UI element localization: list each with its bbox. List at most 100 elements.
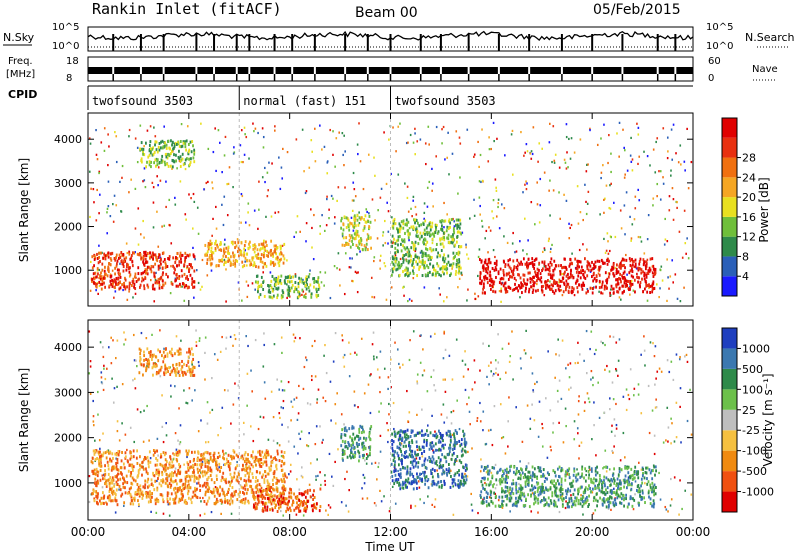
echo-cell — [255, 274, 258, 278]
echo-cell — [280, 464, 283, 468]
echo-cell — [275, 464, 277, 468]
echo-cell — [200, 458, 203, 462]
echo-cell — [438, 273, 441, 277]
scatter-cell — [222, 223, 225, 227]
echo-cell — [181, 152, 184, 156]
echo-cell — [231, 242, 234, 246]
echo-cell — [179, 164, 182, 168]
echo-cell — [222, 456, 224, 460]
echo-cell — [157, 477, 159, 481]
echo-cell — [448, 263, 451, 267]
echo-cell — [340, 216, 343, 220]
echo-cell — [241, 501, 244, 505]
scatter-cell — [480, 180, 482, 184]
echo-cell — [188, 449, 190, 453]
scatter-cell — [416, 448, 419, 452]
echo-cell — [257, 256, 260, 260]
echo-cell — [244, 468, 247, 472]
echo-cell — [118, 484, 121, 488]
echo-cell — [432, 264, 435, 268]
echo-cell — [618, 276, 620, 280]
scatter-cell — [244, 260, 246, 263]
echo-cell — [254, 479, 257, 483]
echo-cell — [174, 470, 176, 474]
scatter-cell — [212, 217, 214, 220]
scatter-cell — [228, 166, 231, 169]
scatter-cell — [658, 367, 661, 370]
echo-cell — [136, 449, 139, 453]
echo-cell — [482, 286, 485, 290]
echo-cell — [317, 287, 320, 291]
echo-cell — [609, 291, 612, 295]
cpid-segment-label: normal (fast) 151 — [243, 94, 366, 108]
echo-cell — [202, 454, 205, 458]
echo-cell — [637, 268, 640, 272]
echo-cell — [274, 277, 276, 281]
scatter-cell — [501, 347, 504, 350]
scatter-cell — [134, 292, 137, 295]
echo-cell — [122, 265, 125, 269]
scatter-cell — [629, 154, 632, 157]
echo-cell — [244, 256, 247, 260]
echo-cell — [281, 459, 283, 463]
echo-cell — [450, 218, 453, 222]
scatter-cell — [568, 222, 570, 225]
scatter-cell — [225, 347, 227, 350]
scatter-cell — [90, 260, 92, 264]
scatter-cell — [523, 154, 525, 157]
scatter-cell — [609, 407, 611, 411]
scatter-cell — [248, 224, 251, 227]
echo-cell — [191, 495, 194, 499]
echo-cell — [115, 256, 117, 260]
echo-cell — [435, 225, 437, 229]
scatter-cell — [474, 292, 476, 295]
echo-cell — [102, 477, 104, 481]
echo-cell — [212, 459, 214, 463]
scatter-cell — [451, 433, 454, 436]
echo-cell — [266, 479, 269, 483]
echo-cell — [233, 471, 236, 475]
scatter-cell — [382, 244, 384, 247]
echo-cell — [563, 272, 565, 276]
echo-cell — [363, 225, 366, 229]
echo-cell — [166, 491, 169, 495]
echo-cell — [393, 264, 396, 268]
scatter-cell — [124, 433, 127, 436]
scatter-cell — [488, 148, 491, 151]
scatter-cell — [538, 142, 541, 145]
echo-cell — [252, 475, 254, 479]
echo-cell — [439, 267, 442, 271]
scatter-cell — [586, 392, 589, 395]
echo-cell — [652, 274, 655, 278]
echo-cell — [277, 275, 280, 279]
echo-cell — [616, 263, 618, 267]
echo-cell — [96, 252, 98, 256]
echo-cell — [601, 280, 604, 284]
echo-cell — [620, 280, 622, 284]
scatter-cell — [477, 295, 480, 298]
scatter-cell — [267, 438, 270, 441]
echo-cell — [187, 285, 190, 289]
echo-cell — [450, 263, 453, 267]
scatter-cell — [625, 191, 628, 194]
echo-cell — [495, 259, 498, 263]
echo-cell — [178, 149, 180, 153]
scatter-cell — [447, 131, 449, 134]
echo-cell — [96, 470, 99, 474]
scatter-cell — [216, 358, 219, 361]
echo-cell — [522, 257, 525, 261]
echo-cell — [229, 461, 232, 465]
echo-cell — [616, 271, 619, 275]
echo-cell — [225, 260, 227, 264]
scatter-cell — [551, 160, 553, 164]
scatter-cell — [295, 396, 298, 399]
scatter-cell — [149, 457, 152, 460]
echo-cell — [183, 162, 186, 166]
echo-cell — [410, 246, 413, 250]
scatter-cell — [351, 257, 353, 260]
scatter-cell — [580, 494, 582, 497]
scatter-cell — [324, 271, 327, 274]
echo-cell — [499, 267, 502, 271]
scatter-cell — [396, 348, 399, 351]
scatter-cell — [246, 372, 249, 375]
